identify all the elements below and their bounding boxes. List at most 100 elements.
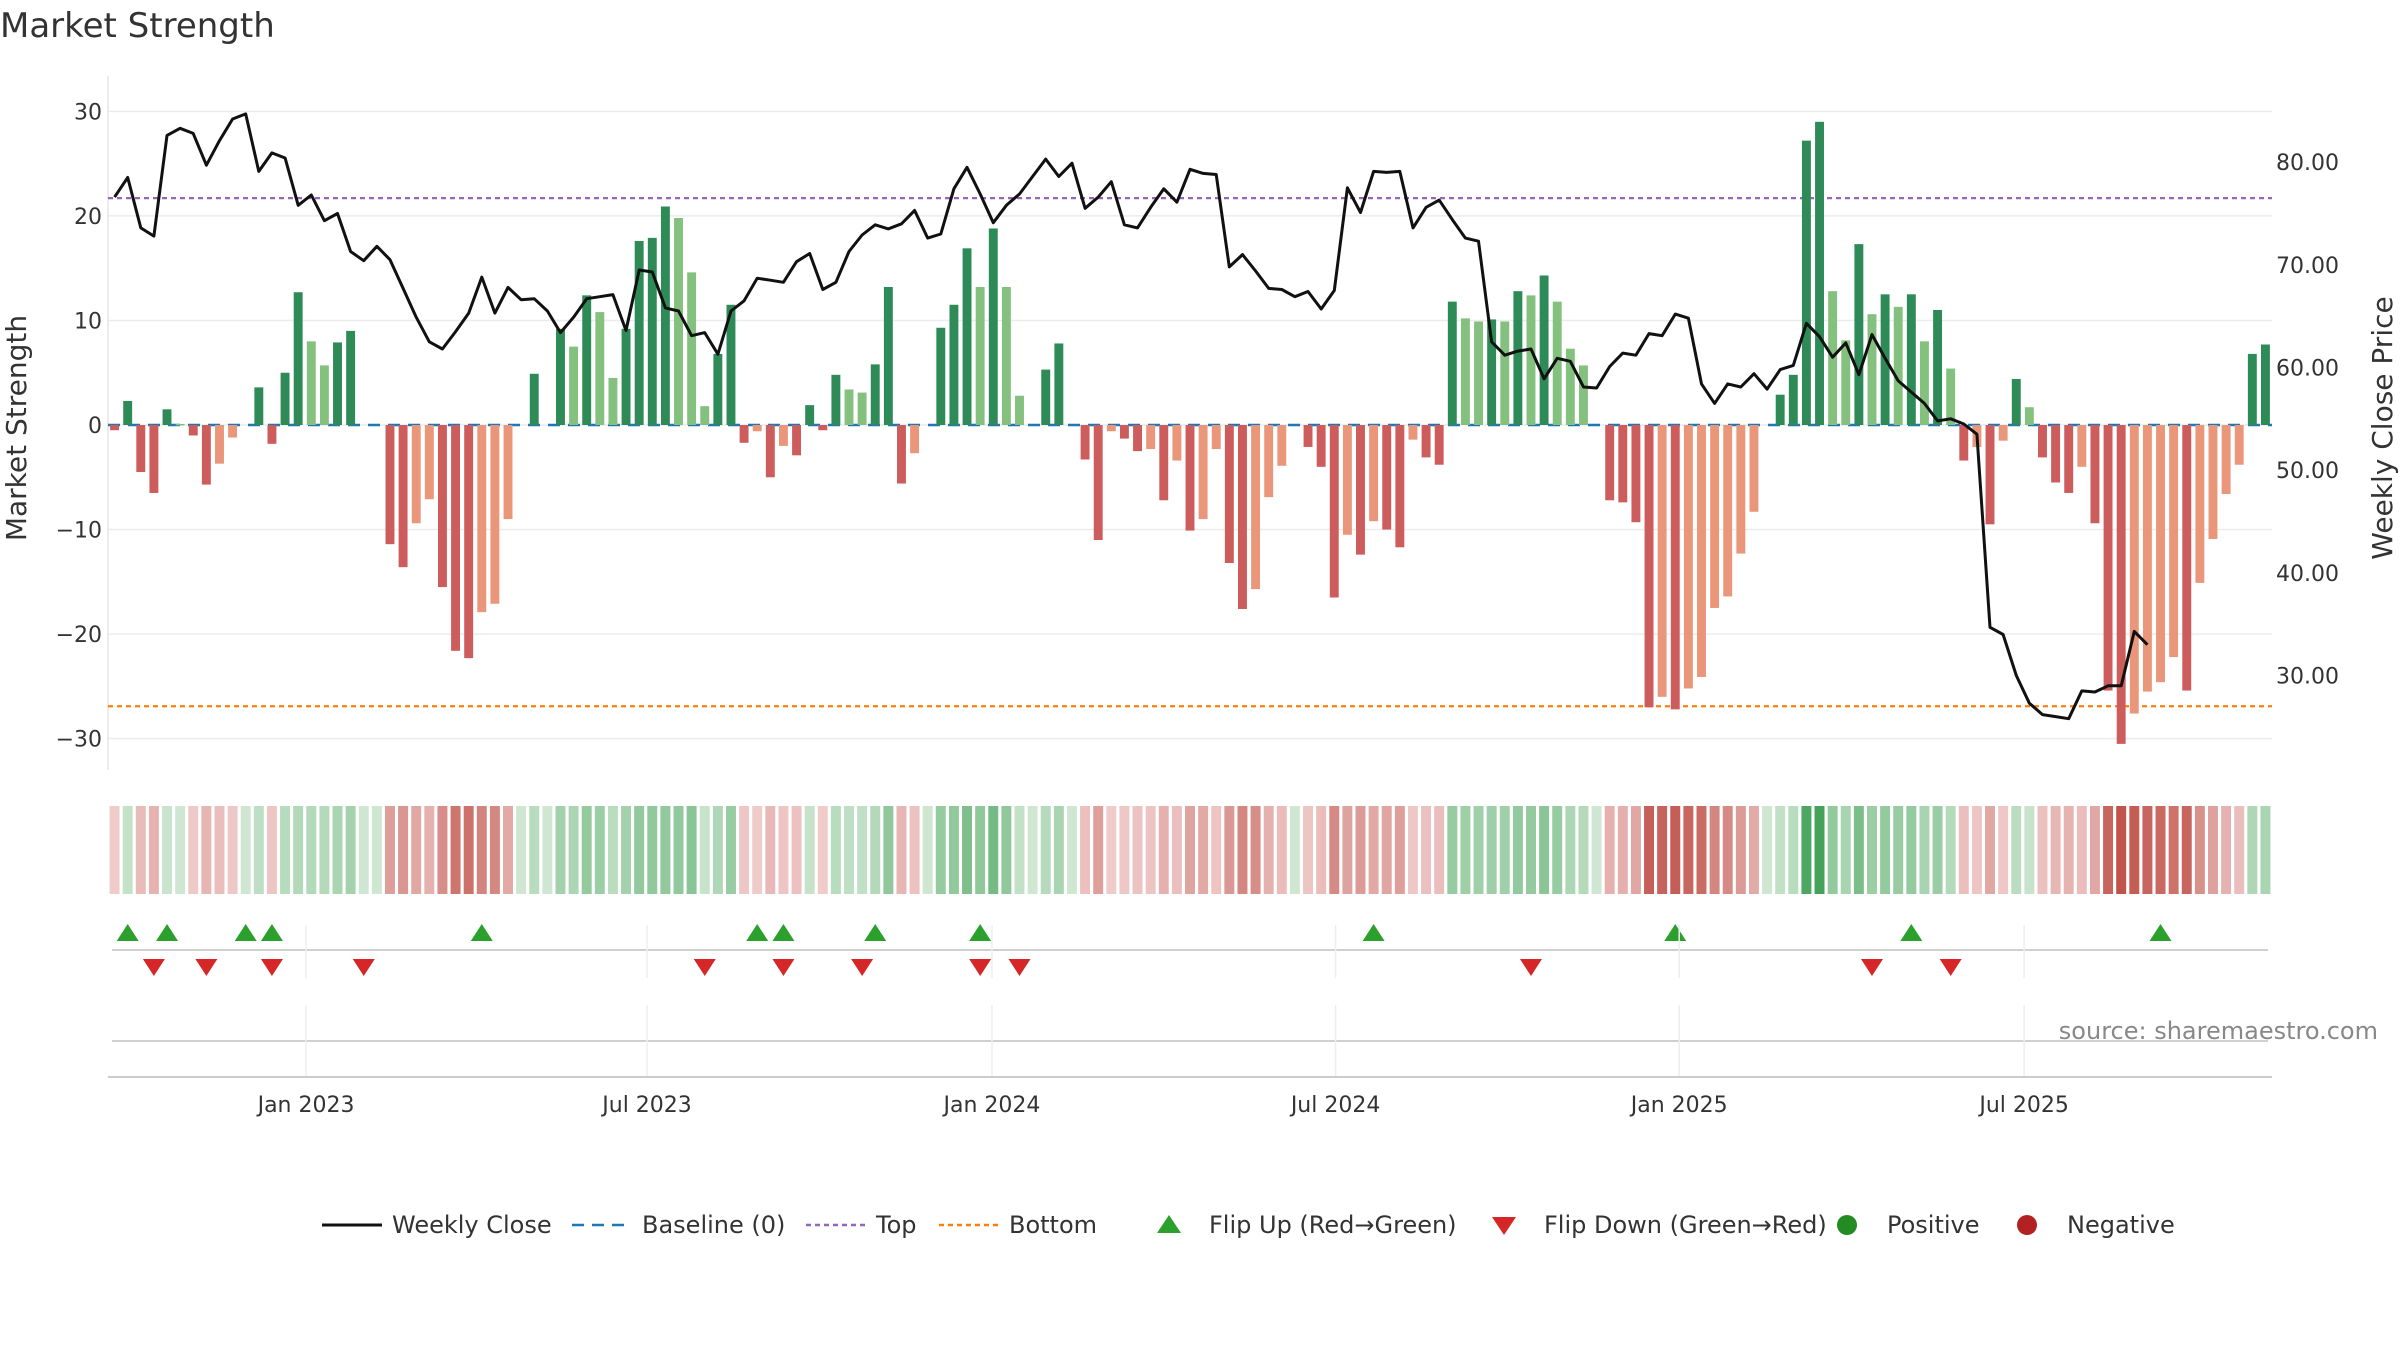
strength-bar [1500,321,1510,425]
heat-cell [1211,806,1222,894]
heat-cell [1132,806,1143,894]
strength-bar [1539,275,1549,425]
strength-bar [228,425,238,438]
strength-bar [1054,343,1064,425]
heat-cell [1276,806,1287,894]
x-tick-label: Jul 2025 [1977,1093,2069,1118]
strength-bar [1631,425,1641,523]
heat-cell [1880,806,1891,894]
heat-cell [1657,806,1668,894]
flip-down-marker [1519,959,1542,976]
heat-cell [2260,806,2271,894]
weekly-close-line-layer [113,112,2149,721]
legend-item: Negative [2017,1211,2175,1239]
strength-bar [1421,425,1431,458]
heat-cell [1080,806,1091,894]
heat-cell [1539,806,1550,894]
strength-bar [883,287,893,425]
strength-bar [988,228,998,425]
heat-cell [1171,806,1182,894]
strength-bar [2208,425,2218,539]
legend-swatch-flip-up [1157,1215,1181,1233]
strength-bar [897,425,906,484]
heat-cell [1434,806,1445,894]
heat-cell [581,806,592,894]
heat-cell [962,806,973,894]
strength-bar [1526,295,1536,425]
heat-cell [398,806,409,894]
strength-bar [280,372,290,425]
strength-bar [319,365,329,425]
strength-bar [1775,394,1785,425]
strength-bar [149,425,159,493]
heat-cell [1289,806,1300,894]
strength-bar [1211,425,1221,450]
strength-bar [2195,425,2205,583]
heat-cell [253,806,264,894]
heat-cell [2076,806,2087,894]
strength-bar [2090,425,2100,524]
heat-cell [1040,806,1051,894]
heat-cell [227,806,238,894]
legend-item: Positive [1837,1211,1980,1239]
legend-swatch-flip-down [1492,1217,1516,1235]
heat-cell [489,806,500,894]
heat-cell [1473,806,1484,894]
strength-bar [1041,369,1051,425]
heat-cell [2194,806,2205,894]
heat-cell [1447,806,1458,894]
heat-cell [1368,806,1379,894]
y-tick-right-label: 40.00 [2276,562,2339,587]
strength-bar [2051,425,2061,483]
heat-cell [1486,806,1497,894]
strength-bar [1683,425,1693,689]
heat-cell [2089,806,2100,894]
strength-bar [2169,425,2179,658]
heat-cell [529,806,540,894]
heat-cell [450,806,461,894]
heat-cell [621,806,632,894]
legend-swatch-positive [1837,1215,1857,1235]
strength-bar [910,425,920,454]
heat-cell [1565,806,1576,894]
legend-swatch-negative [2017,1215,2037,1235]
heat-cell [948,806,959,894]
flip-down-marker [969,959,992,976]
flip-down-marker [142,959,165,976]
strength-bar [1342,425,1352,535]
heat-cell [1014,806,1025,894]
heat-cell [542,806,553,894]
heat-cell [739,806,750,894]
strength-bar [398,425,408,568]
strength-bar [503,425,513,520]
strength-bar [857,392,867,425]
strength-bar [1657,425,1667,697]
heat-cell [1355,806,1366,894]
y-tick-left-label: 0 [88,414,102,439]
heat-cell [1394,806,1405,894]
flip-down-marker [1939,959,1962,976]
strength-bar [1224,425,1234,563]
heat-cell [1342,806,1353,894]
heat-cell [1001,806,1012,894]
strength-bar [1264,425,1274,498]
strength-bar [1919,341,1929,425]
heat-cell [725,806,736,894]
strength-bar [1906,294,1916,425]
heat-cell [922,806,933,894]
strength-bars [110,121,2270,744]
strength-bar [1329,425,1339,598]
strength-bar [1998,425,2008,441]
heat-cell [857,806,868,894]
strength-heat-strip [109,806,2271,894]
legend-label: Baseline (0) [642,1211,785,1239]
heat-cell [1840,806,1851,894]
flip-up-marker [969,924,992,941]
heat-cell [673,806,684,894]
strength-bar [2234,425,2244,465]
x-tick-label: Jul 2024 [1289,1093,1381,1118]
heat-cell [804,806,815,894]
heat-cell [1801,806,1812,894]
strength-bar [306,341,316,425]
legend-item: Bottom [939,1211,1097,1239]
